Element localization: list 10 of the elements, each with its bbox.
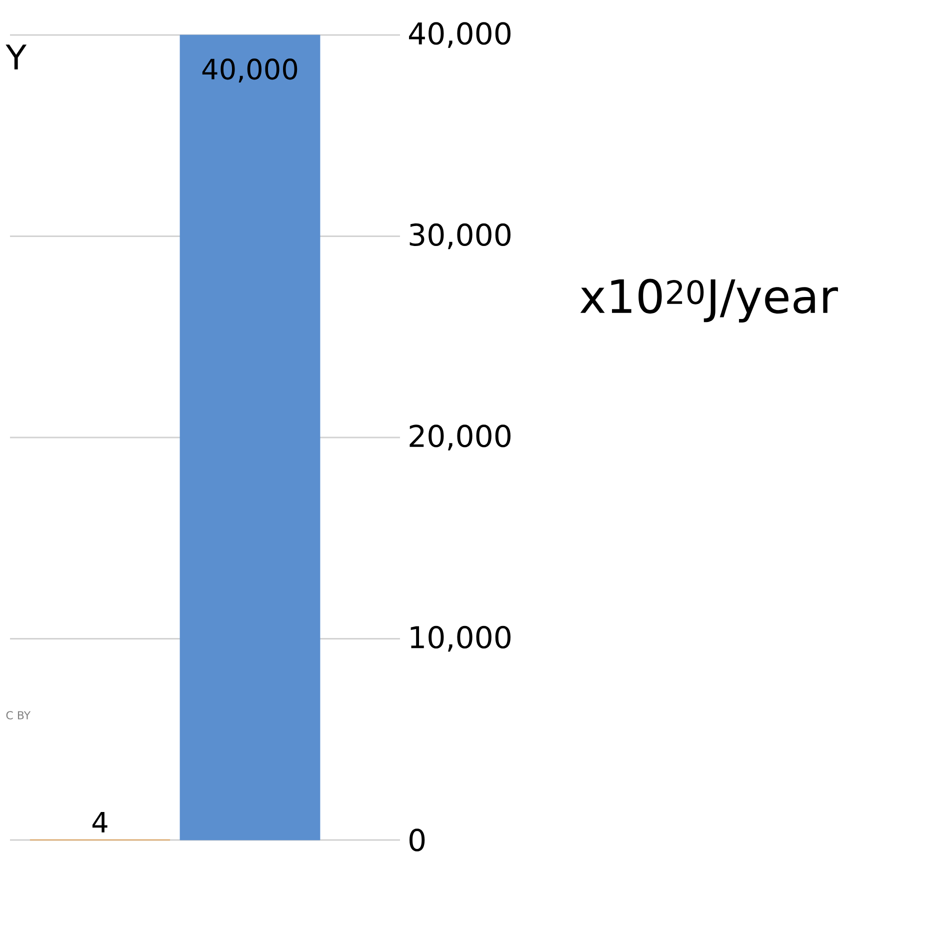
y-tick-label: 40,000 (408, 22, 510, 48)
data-label: 40,000 (202, 58, 298, 83)
chart-title: Y (6, 44, 27, 70)
y-tick-label: 0 (410, 828, 425, 852)
y-tick-label: 20,000 (410, 424, 510, 450)
y-tick-label: 10,000 (410, 626, 510, 652)
annotation: C BY (6, 711, 31, 720)
y-axis-title: x10$^{20}$J/year (580, 278, 838, 322)
data-label: 4 (92, 812, 108, 832)
y-tick-label: 30,000 (410, 223, 510, 250)
